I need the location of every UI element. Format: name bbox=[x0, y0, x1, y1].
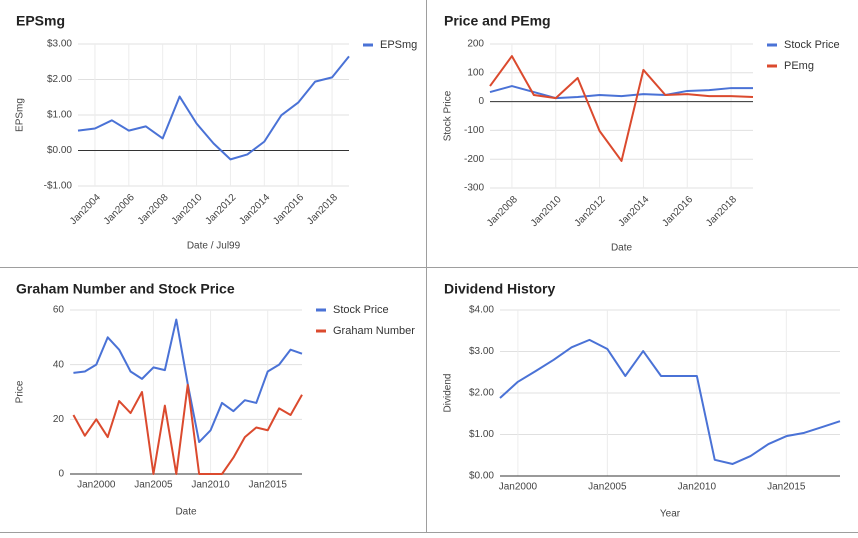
y-axis-label: Price bbox=[15, 380, 26, 403]
data-line bbox=[499, 338, 841, 465]
legend-label: Graham Number bbox=[333, 325, 415, 337]
y-tick-label: -300 bbox=[464, 183, 484, 194]
y-tick-label: 100 bbox=[467, 67, 484, 78]
data-line bbox=[72, 383, 303, 475]
legend-label: EPSmg bbox=[380, 39, 417, 51]
y-tick-label: $0.00 bbox=[47, 145, 72, 156]
x-axis-label: Year bbox=[660, 509, 681, 520]
chart-title: Dividend History bbox=[444, 281, 555, 297]
y-tick-label: 0 bbox=[478, 96, 484, 107]
x-tick-label: Jan2015 bbox=[249, 480, 288, 491]
data-line bbox=[73, 318, 303, 444]
x-tick-label: Jan2005 bbox=[134, 480, 173, 491]
y-tick-label: 200 bbox=[467, 39, 484, 50]
y-tick-label: 40 bbox=[53, 359, 65, 370]
chart-title: EPSmg bbox=[16, 13, 65, 29]
legend-label: PEmg bbox=[784, 60, 814, 72]
y-tick-label: -200 bbox=[464, 154, 484, 165]
legend-label: Stock Price bbox=[333, 304, 389, 316]
x-tick-label: Jan2005 bbox=[588, 482, 627, 493]
y-tick-label: -$1.00 bbox=[44, 181, 73, 192]
y-tick-label: $1.00 bbox=[47, 110, 72, 121]
y-tick-label: $4.00 bbox=[469, 305, 494, 316]
x-tick-label: Jan2010 bbox=[191, 480, 230, 491]
y-axis-label: Dividend bbox=[443, 374, 454, 413]
x-axis-label: Date / Jul99 bbox=[187, 241, 241, 252]
chart-title: Price and PEmg bbox=[444, 13, 551, 29]
x-axis-label: Date bbox=[611, 243, 633, 254]
y-tick-label: $0.00 bbox=[469, 471, 494, 482]
chart-title: Graham Number and Stock Price bbox=[16, 281, 235, 297]
y-tick-label: -100 bbox=[464, 125, 484, 136]
x-tick-label: Jan2010 bbox=[678, 482, 717, 493]
y-tick-label: 0 bbox=[58, 469, 64, 480]
y-tick-label: $3.00 bbox=[469, 346, 494, 357]
y-tick-label: $2.00 bbox=[469, 388, 494, 399]
legend-label: Stock Price bbox=[784, 39, 840, 51]
y-tick-label: 20 bbox=[53, 414, 65, 425]
y-tick-label: $3.00 bbox=[47, 39, 72, 50]
x-tick-label: Jan2015 bbox=[767, 482, 806, 493]
y-tick-label: $2.00 bbox=[47, 74, 72, 85]
x-tick-label: Jan2000 bbox=[499, 482, 538, 493]
y-axis-label: EPSmg bbox=[15, 98, 26, 132]
y-tick-label: 60 bbox=[53, 305, 65, 316]
y-tick-label: $1.00 bbox=[469, 429, 494, 440]
x-axis-label: Date bbox=[175, 507, 197, 518]
data-line bbox=[489, 85, 753, 100]
x-tick-label: Jan2000 bbox=[77, 480, 116, 491]
data-line bbox=[489, 55, 754, 162]
y-axis-label: Stock Price bbox=[443, 90, 454, 141]
data-line bbox=[77, 55, 350, 161]
